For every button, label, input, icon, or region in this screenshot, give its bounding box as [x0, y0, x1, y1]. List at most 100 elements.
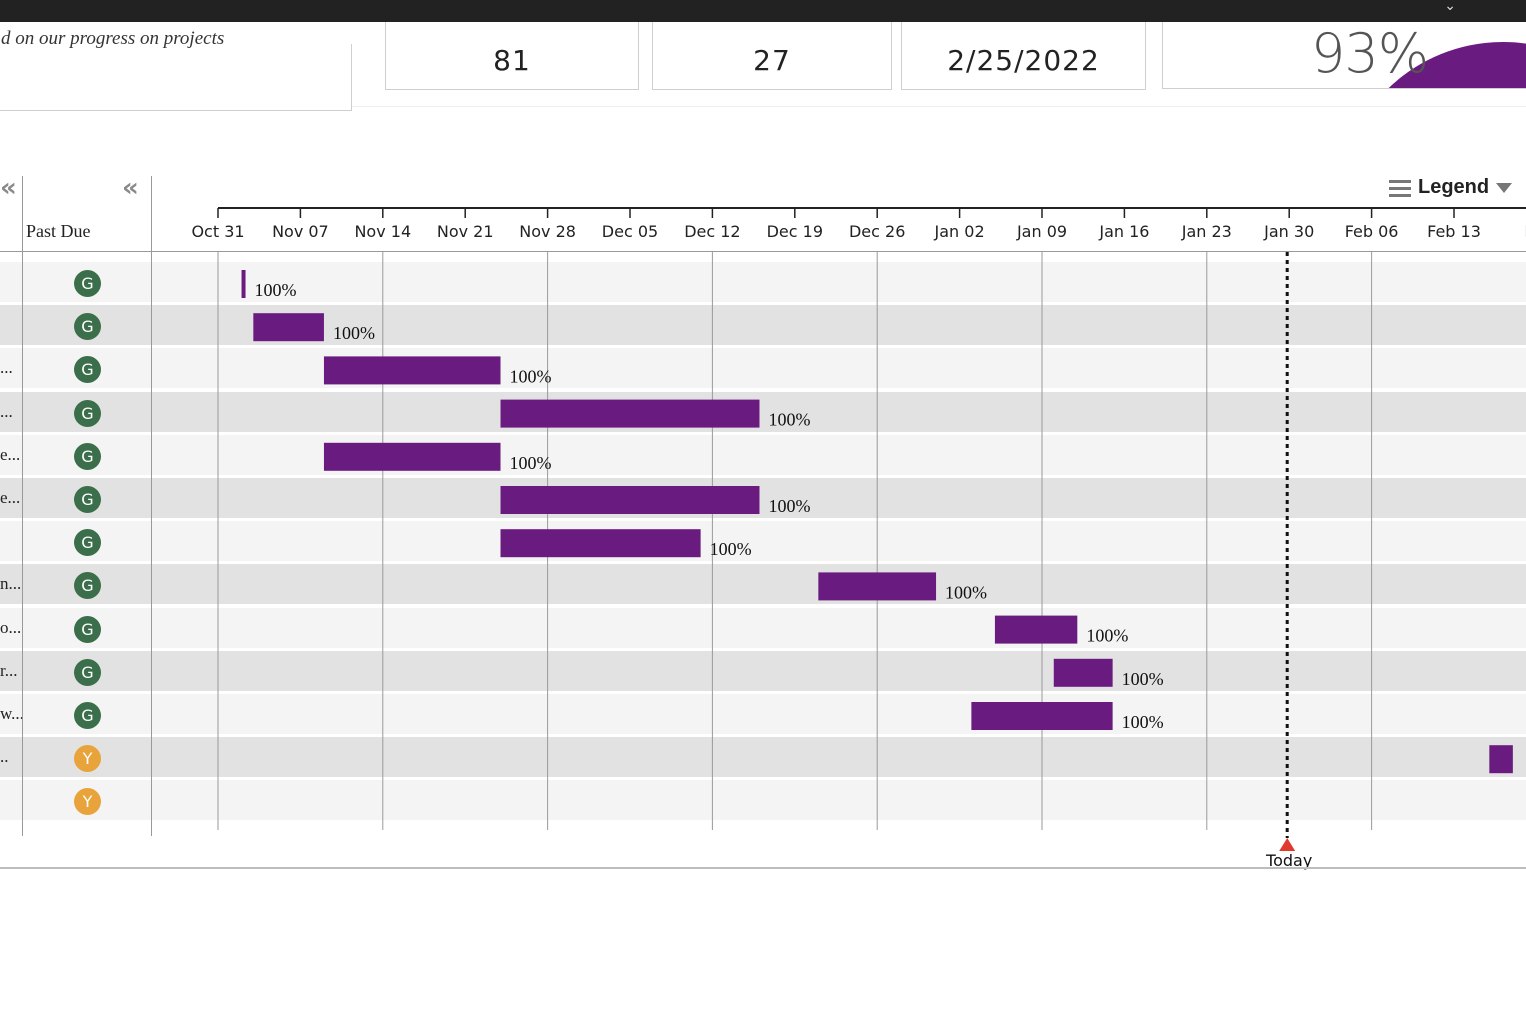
status-badge: G — [74, 702, 101, 729]
gauge-card: 93% — [1162, 22, 1526, 89]
timeline-tick-label: Jan 16 — [1098, 222, 1149, 241]
status-badge: G — [74, 486, 101, 513]
gantt-row[interactable]: Y — [0, 780, 1526, 821]
chevron-down-icon — [1496, 182, 1513, 193]
status-badge: G — [74, 356, 101, 384]
gantt-row[interactable]: ... G — [0, 391, 1526, 432]
task-progress-label: 100% — [710, 539, 752, 559]
task-bar — [323, 442, 501, 471]
past-due-header: Past Due — [26, 221, 91, 241]
header-divider — [0, 251, 1526, 252]
gantt-row[interactable]: r... G — [0, 650, 1526, 691]
description-text: d on our progress on projects — [1, 28, 225, 49]
collapse-status-icon[interactable]: « — [122, 173, 139, 203]
timeline-tick-label: Dec 12 — [684, 222, 740, 241]
menu-icon — [1389, 179, 1411, 197]
task-progress-label: 100% — [1122, 712, 1164, 732]
metric-value-3: 2/25/2022 — [947, 44, 1100, 77]
task-bar — [241, 270, 246, 298]
metric-card-2: 27 — [652, 22, 892, 90]
row-label: ... — [0, 358, 13, 378]
metric-card-3: 2/25/2022 — [901, 22, 1146, 90]
status-badge: Y — [74, 788, 101, 816]
task-progress-label: 100% — [1086, 626, 1128, 646]
gantt-row[interactable]: n... G — [0, 564, 1526, 605]
status-badge: G — [74, 572, 101, 600]
task-bar — [1053, 658, 1113, 687]
task-bar — [500, 529, 701, 558]
timeline-tick-label: Feb 13 — [1427, 222, 1481, 241]
metric-value-1: 81 — [493, 44, 531, 77]
status-badge: G — [74, 270, 101, 297]
task-bar — [253, 313, 324, 342]
row-label: ... — [0, 401, 13, 421]
gantt-bottom-border — [0, 867, 1526, 869]
top-bar-icon: ⌄ — [1444, 0, 1456, 13]
task-progress-label: 100% — [510, 453, 552, 473]
status-badge: G — [74, 313, 101, 341]
timeline-tick-label: Dec 26 — [849, 222, 905, 241]
task-progress-label: 100% — [945, 582, 987, 602]
top-bar: ⌄ — [0, 0, 1526, 22]
timeline-tick-label: Jan 23 — [1181, 222, 1232, 241]
timeline-tick-label: Nov 28 — [519, 222, 576, 241]
description-card: d on our progress on projects — [0, 28, 352, 111]
kpi-strip: d on our progress on projects 81 27 2/25… — [0, 22, 1526, 111]
gantt-row[interactable]: e... G — [0, 478, 1526, 518]
task-bar — [818, 572, 937, 601]
timeline-tick-label: Nov 21 — [437, 222, 494, 241]
gauge-chart — [1388, 42, 1526, 88]
today-label: Today — [1265, 851, 1312, 870]
row-label: e... — [0, 444, 21, 464]
gantt-row[interactable]: w... G — [0, 694, 1526, 734]
task-bar — [994, 615, 1078, 644]
row-label: w... — [0, 704, 24, 723]
gantt-row[interactable]: e... G — [0, 434, 1526, 475]
metric-value-2: 27 — [753, 44, 791, 77]
collapse-left-icon[interactable]: « — [0, 173, 17, 203]
task-progress-label: 100% — [768, 410, 810, 430]
task-progress-label: 100% — [255, 280, 297, 300]
status-badge: G — [74, 615, 101, 643]
timeline-tick-label: Fe — [1524, 222, 1526, 241]
timeline-tick-label: Nov 14 — [354, 222, 411, 241]
metric-card-1: 81 — [385, 22, 639, 90]
timeline-tick-label: Jan 09 — [1016, 222, 1067, 241]
gantt-row[interactable]: .. Y — [0, 737, 1526, 778]
legend-label: Legend — [1418, 176, 1490, 198]
status-badge: Y — [74, 745, 101, 773]
divider-label-column — [22, 176, 23, 836]
timeline-tick-label: Dec 05 — [602, 222, 658, 241]
divider-status-column — [151, 176, 152, 836]
gantt-row[interactable]: G — [0, 262, 1526, 302]
task-progress-label: 100% — [1122, 669, 1164, 689]
status-badge: G — [74, 442, 101, 470]
task-progress-label: 100% — [510, 366, 552, 386]
task-bar — [500, 486, 760, 514]
timeline-tick-label: Nov 07 — [272, 222, 329, 241]
timeline-chart: Oct 31 Nov 07 Nov 14 Nov 21 Nov 28 Dec 05 Dec … — [191, 207, 1526, 870]
status-badge: G — [74, 529, 101, 557]
row-label: o... — [0, 617, 22, 637]
row-label: .. — [0, 747, 9, 767]
today-marker-icon — [1279, 838, 1296, 851]
task-bar — [971, 702, 1113, 730]
task-bar — [323, 356, 501, 385]
gantt-row[interactable]: ... G — [0, 348, 1526, 389]
gantt-row[interactable]: o... G — [0, 607, 1526, 648]
status-badge: G — [74, 399, 101, 427]
legend-button[interactable]: Legend — [1388, 176, 1513, 199]
timeline-tick-label: Dec 19 — [767, 222, 823, 241]
task-bar — [500, 399, 760, 428]
status-badge: G — [74, 658, 101, 686]
task-progress-label: 100% — [768, 496, 810, 516]
timeline-tick-label: Oct 31 — [191, 222, 244, 241]
timeline-tick-label: Jan 30 — [1263, 222, 1314, 241]
gauge-value: 93% — [1311, 22, 1429, 85]
gantt-row[interactable]: G — [0, 521, 1526, 562]
row-label: n... — [0, 574, 22, 594]
row-label: e... — [0, 488, 21, 507]
timeline-tick-label: Jan 02 — [934, 222, 985, 241]
timeline-tick-label: Feb 06 — [1345, 222, 1399, 241]
